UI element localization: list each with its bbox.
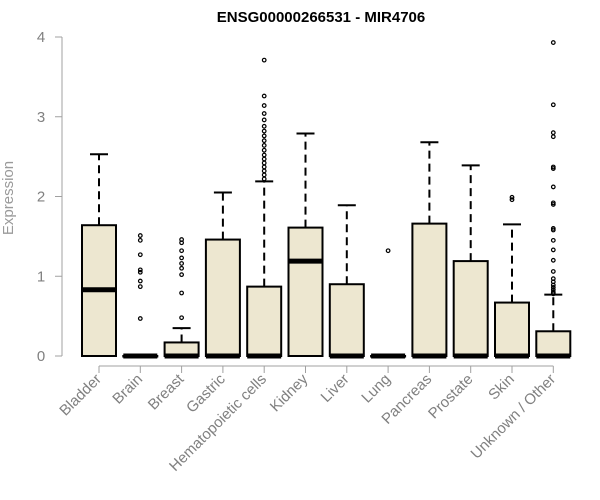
outlier-point: [550, 184, 556, 190]
outlier-point: [550, 257, 556, 263]
outlier-point: [261, 138, 267, 144]
outlier-point: [550, 40, 556, 45]
box-0: [81, 153, 117, 357]
x-tick-label: Lung: [358, 371, 394, 407]
outlier-point: [550, 269, 556, 274]
outlier-point: [550, 134, 556, 140]
outlier-point: [137, 252, 143, 258]
outlier-point: [261, 156, 267, 162]
iqr-box: [452, 260, 489, 357]
x-tick-label: Prostate: [425, 371, 477, 423]
outlier-point: [179, 265, 185, 271]
y-tick-label: 2: [37, 189, 45, 206]
outlier-point: [261, 133, 267, 139]
outlier-point: [261, 147, 267, 153]
iqr-box: [535, 330, 572, 357]
outlier-point: [261, 93, 267, 99]
outlier-point: [137, 269, 143, 275]
outlier-point: [261, 143, 267, 148]
outlier-point: [179, 315, 185, 321]
outlier-point: [261, 123, 267, 129]
box-2: [163, 237, 200, 359]
iqr-box: [246, 285, 283, 357]
outlier-point: [550, 202, 556, 207]
outlier-point: [137, 233, 143, 238]
box-4: [246, 57, 283, 359]
y-tick-label: 3: [37, 109, 45, 126]
outlier-point: [550, 237, 556, 243]
chart-title: ENSG00000266531 - MIR4706: [217, 9, 425, 26]
outlier-point: [550, 225, 556, 231]
box-7: [370, 248, 407, 359]
outlier-point: [261, 111, 267, 116]
box-6: [328, 204, 365, 359]
box-9: [452, 164, 489, 359]
outlier-point: [261, 152, 267, 158]
outlier-point: [550, 130, 556, 136]
outlier-point: [137, 237, 143, 243]
iqr-box: [494, 301, 530, 358]
outlier-point: [179, 261, 185, 266]
outlier-point: [261, 103, 267, 108]
y-tick-label: 1: [37, 268, 45, 285]
box-5: [287, 132, 324, 357]
outlier-point: [261, 117, 267, 123]
y-tick-label: 4: [37, 29, 45, 46]
x-tick-label: Bladder: [56, 371, 105, 420]
outlier-point: [137, 267, 143, 273]
outlier-point: [385, 248, 391, 254]
outlier-point: [550, 247, 556, 253]
outlier-point: [261, 168, 267, 174]
outlier-point: [137, 278, 143, 284]
outlier-point: [261, 172, 267, 178]
outlier-point: [550, 291, 556, 297]
y-tick-label: 0: [37, 348, 45, 365]
outlier-point: [261, 160, 267, 166]
box-8: [411, 141, 448, 359]
outlier-point: [261, 176, 267, 182]
box-10: [494, 194, 530, 359]
outlier-point: [137, 316, 143, 321]
x-tick-label: Breast: [145, 370, 188, 413]
outlier-point: [509, 197, 515, 203]
outlier-point: [179, 255, 185, 261]
box-1: [122, 233, 159, 359]
outlier-point: [550, 285, 556, 290]
outlier-point: [550, 200, 556, 206]
outlier-point: [179, 240, 185, 246]
outlier-point: [179, 248, 185, 254]
x-tick-label: Kidney: [267, 370, 312, 415]
iqr-box: [204, 238, 241, 357]
outlier-point: [550, 102, 556, 108]
outlier-point: [261, 128, 267, 134]
outlier-point: [261, 164, 267, 170]
outlier-point: [550, 166, 556, 171]
y-axis: 0 1 2 3 4: [37, 29, 63, 365]
outlier-point: [509, 194, 515, 200]
boxes: [81, 40, 572, 359]
outlier-point: [137, 284, 143, 290]
box-11: [535, 40, 572, 359]
iqr-box: [287, 226, 324, 357]
outlier-point: [261, 57, 267, 63]
x-tick-label: Liver: [318, 371, 353, 406]
outlier-point: [179, 290, 185, 296]
x-tick-label: Skin: [485, 371, 518, 404]
outlier-point: [550, 164, 556, 170]
y-axis-label: Expression: [0, 161, 17, 235]
iqr-box: [411, 222, 448, 357]
outlier-point: [550, 289, 556, 295]
box-3: [204, 191, 241, 359]
iqr-box: [328, 283, 365, 358]
x-tick-label: Brain: [109, 371, 146, 408]
outlier-point: [550, 227, 556, 233]
outlier-point: [179, 272, 185, 278]
outlier-point: [550, 282, 556, 288]
